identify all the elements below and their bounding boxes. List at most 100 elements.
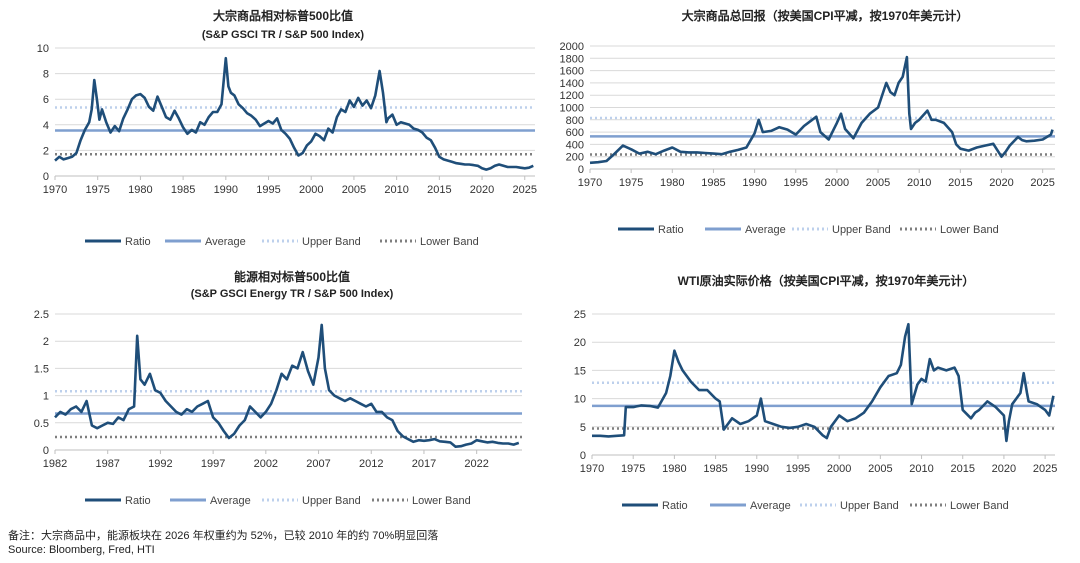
x-tick-label: 1975 bbox=[85, 184, 109, 196]
x-tick-label: 2025 bbox=[1030, 177, 1054, 189]
x-tick-label: 1987 bbox=[95, 458, 119, 470]
y-tick-label: 1000 bbox=[560, 103, 584, 115]
chart-title: 大宗商品相对标普500比值 bbox=[213, 8, 353, 23]
x-tick-label: 2025 bbox=[513, 184, 537, 196]
legend-upper-band-label: Upper Band bbox=[840, 500, 899, 512]
legend-lower-band-label: Lower Band bbox=[940, 224, 999, 236]
y-tick-label: 20 bbox=[574, 337, 586, 349]
chart-subtitle: (S&P GSCI Energy TR / S&P 500 Index) bbox=[191, 288, 394, 300]
y-tick-label: 0 bbox=[578, 164, 584, 176]
x-tick-label: 2000 bbox=[825, 177, 849, 189]
x-tick-label: 1970 bbox=[580, 463, 604, 475]
y-tick-label: 400 bbox=[566, 139, 584, 151]
x-tick-label: 2005 bbox=[342, 184, 366, 196]
legend-upper-band-label: Upper Band bbox=[302, 236, 361, 248]
x-tick-label: 2010 bbox=[909, 463, 933, 475]
x-tick-label: 2005 bbox=[868, 463, 892, 475]
x-tick-label: 2020 bbox=[989, 177, 1013, 189]
chart-title: 能源相对标普500比值 bbox=[234, 269, 350, 284]
x-tick-label: 2002 bbox=[254, 458, 278, 470]
legend-lower-band-label: Lower Band bbox=[412, 495, 471, 507]
chart-3: 能源相对标普500比值 (S&P GSCI Energy TR / S&P 500… bbox=[34, 269, 522, 507]
chart-2: 大宗商品总回报（按美国CPI平减，按1970年美元计） 0200400600800… bbox=[560, 8, 1055, 236]
x-tick-label: 1990 bbox=[214, 184, 238, 196]
y-tick-label: 6 bbox=[43, 94, 49, 106]
x-tick-label: 2017 bbox=[412, 458, 436, 470]
footnote: 备注：大宗商品中，能源板块在 2026 年权重约为 52%，已较 2010 年的… bbox=[8, 530, 439, 542]
y-tick-label: 200 bbox=[566, 152, 584, 164]
legend-average-label: Average bbox=[750, 500, 791, 512]
y-tick-label: 1800 bbox=[560, 53, 584, 65]
y-tick-label: 0 bbox=[43, 171, 49, 183]
x-tick-label: 1990 bbox=[745, 463, 769, 475]
x-tick-label: 1992 bbox=[148, 458, 172, 470]
y-tick-label: 2 bbox=[43, 145, 49, 157]
ratio-series-line bbox=[54, 323, 520, 449]
x-tick-label: 1990 bbox=[742, 177, 766, 189]
y-tick-label: 10 bbox=[574, 394, 586, 406]
x-tick-label: 1995 bbox=[784, 177, 808, 189]
x-tick-label: 2025 bbox=[1033, 463, 1057, 475]
legend-ratio-label: Ratio bbox=[125, 236, 151, 248]
x-tick-label: 1982 bbox=[43, 458, 67, 470]
y-tick-label: 5 bbox=[580, 422, 586, 434]
legend-ratio-label: Ratio bbox=[658, 224, 684, 236]
source-line: Source: Bloomberg, Fred, HTI bbox=[8, 544, 155, 556]
chart-1: 大宗商品相对标普500比值 (S&P GSCI TR / S&P 500 Inde… bbox=[37, 8, 537, 248]
x-tick-label: 1995 bbox=[256, 184, 280, 196]
x-tick-label: 1985 bbox=[701, 177, 725, 189]
y-tick-label: 1.5 bbox=[34, 363, 49, 375]
x-tick-label: 2022 bbox=[464, 458, 488, 470]
x-tick-label: 1980 bbox=[128, 184, 152, 196]
legend-average-label: Average bbox=[210, 495, 251, 507]
legend-upper-band-label: Upper Band bbox=[832, 224, 891, 236]
y-tick-label: 15 bbox=[574, 365, 586, 377]
y-tick-label: 0 bbox=[43, 445, 49, 457]
chart-4: WTI原油实际价格（按美国CPI平减，按1970年美元计）05101520251… bbox=[574, 273, 1058, 512]
ratio-series-line bbox=[589, 55, 1054, 165]
x-tick-label: 2010 bbox=[907, 177, 931, 189]
x-tick-label: 1980 bbox=[662, 463, 686, 475]
y-tick-label: 1400 bbox=[560, 78, 584, 90]
x-tick-label: 1985 bbox=[171, 184, 195, 196]
y-tick-label: 25 bbox=[574, 309, 586, 321]
x-tick-label: 2000 bbox=[827, 463, 851, 475]
x-tick-label: 1980 bbox=[660, 177, 684, 189]
x-tick-label: 2015 bbox=[950, 463, 974, 475]
y-tick-label: 8 bbox=[43, 69, 49, 81]
legend-average-label: Average bbox=[745, 224, 786, 236]
y-tick-label: 1200 bbox=[560, 90, 584, 102]
x-tick-label: 2015 bbox=[948, 177, 972, 189]
y-tick-label: 0.5 bbox=[34, 418, 49, 430]
y-tick-label: 800 bbox=[566, 115, 584, 127]
legend-lower-band-label: Lower Band bbox=[420, 236, 479, 248]
y-tick-label: 2.5 bbox=[34, 309, 49, 321]
x-tick-label: 2007 bbox=[306, 458, 330, 470]
x-tick-label: 1975 bbox=[619, 177, 643, 189]
y-tick-label: 1600 bbox=[560, 66, 584, 78]
x-tick-label: 2015 bbox=[427, 184, 451, 196]
legend-ratio-label: Ratio bbox=[125, 495, 151, 507]
legend-average-label: Average bbox=[205, 236, 246, 248]
x-tick-label: 2000 bbox=[299, 184, 323, 196]
x-tick-label: 1975 bbox=[621, 463, 645, 475]
y-tick-label: 10 bbox=[37, 43, 49, 55]
y-tick-label: 2000 bbox=[560, 41, 584, 53]
chart-title: 大宗商品总回报（按美国CPI平减，按1970年美元计） bbox=[682, 8, 969, 23]
x-tick-label: 2010 bbox=[384, 184, 408, 196]
x-tick-label: 1995 bbox=[786, 463, 810, 475]
x-tick-label: 2020 bbox=[992, 463, 1016, 475]
ratio-series-line bbox=[54, 56, 534, 171]
x-tick-label: 1985 bbox=[703, 463, 727, 475]
x-tick-label: 2005 bbox=[866, 177, 890, 189]
x-tick-label: 1997 bbox=[201, 458, 225, 470]
y-tick-label: 2 bbox=[43, 336, 49, 348]
x-tick-label: 2012 bbox=[359, 458, 383, 470]
chart-subtitle: (S&P GSCI TR / S&P 500 Index) bbox=[202, 29, 365, 41]
y-tick-label: 1 bbox=[43, 391, 49, 403]
legend-upper-band-label: Upper Band bbox=[302, 495, 361, 507]
legend-lower-band-label: Lower Band bbox=[950, 500, 1009, 512]
ratio-series-line bbox=[592, 322, 1055, 443]
y-tick-label: 4 bbox=[43, 120, 49, 132]
